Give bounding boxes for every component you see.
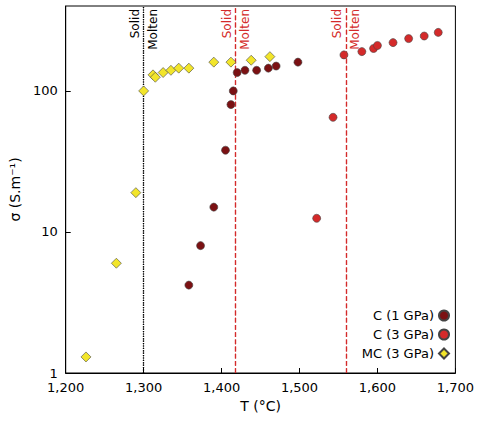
svg-text:1,200: 1,200 <box>47 380 84 395</box>
svg-text:MC (3 GPa): MC (3 GPa) <box>362 346 434 361</box>
svg-text:Molten: Molten <box>238 9 252 50</box>
svg-text:C (3 GPa): C (3 GPa) <box>373 327 434 342</box>
svg-text:C (1 GPa): C (1 GPa) <box>373 308 434 323</box>
svg-text:1,700: 1,700 <box>437 380 474 395</box>
svg-text:Solid: Solid <box>220 9 234 38</box>
svg-text:1: 1 <box>49 366 57 381</box>
svg-text:1,300: 1,300 <box>125 380 162 395</box>
svg-text:Solid: Solid <box>128 9 142 38</box>
svg-text:T (°C): T (°C) <box>239 398 281 414</box>
svg-text:100: 100 <box>33 83 58 98</box>
svg-text:10: 10 <box>41 224 58 239</box>
svg-text:1,600: 1,600 <box>359 380 396 395</box>
svg-text:Solid: Solid <box>330 9 344 38</box>
svg-text:σ (S.m⁻¹): σ (S.m⁻¹) <box>7 157 23 221</box>
svg-text:1,400: 1,400 <box>203 380 240 395</box>
svg-text:Molten: Molten <box>146 9 160 50</box>
svg-text:1,500: 1,500 <box>281 380 318 395</box>
svg-text:Molten: Molten <box>348 9 362 50</box>
